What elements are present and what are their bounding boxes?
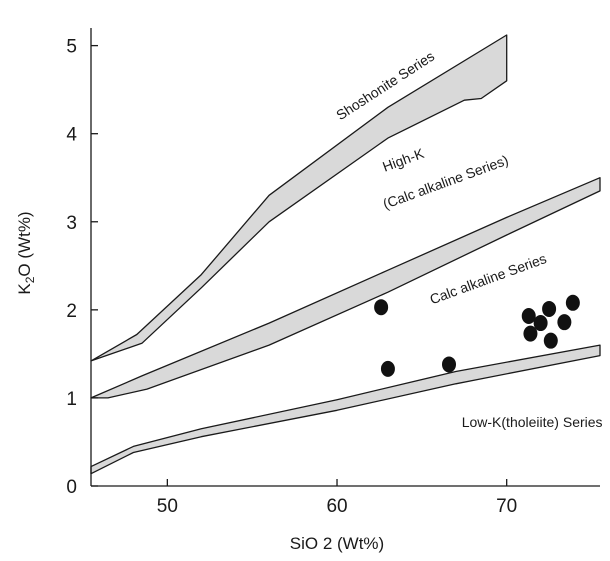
data-point — [533, 315, 548, 332]
y-axis-label: K2O (Wt%) — [15, 211, 37, 294]
data-point — [543, 332, 558, 349]
data-points — [374, 294, 580, 377]
y-tick-label: 2 — [66, 301, 77, 322]
data-point — [374, 299, 389, 316]
y-tick-label: 3 — [66, 213, 77, 234]
series-boundary-bands — [90, 34, 601, 475]
data-point — [557, 314, 572, 331]
series-label-high-k-1: High-K — [380, 145, 426, 175]
x-axis-label: SiO 2 (Wt%) — [290, 534, 384, 553]
y-tick-label: 0 — [66, 477, 77, 498]
data-point — [380, 360, 395, 377]
shoshonite-high-k-band — [90, 34, 508, 362]
y-tick-label: 1 — [66, 389, 77, 410]
y-tick-label: 5 — [66, 37, 77, 58]
x-tick-label: 50 — [157, 496, 178, 517]
high-k-calc-alkaline-band — [90, 177, 601, 399]
axes — [90, 28, 600, 487]
data-point — [565, 294, 580, 311]
data-point — [441, 356, 456, 373]
x-tick-label: 70 — [496, 496, 517, 517]
series-label-low-k: Low-K(tholeiite) Series — [462, 414, 603, 430]
y-tick-label: 4 — [66, 125, 77, 146]
x-tick-label: 60 — [326, 496, 347, 517]
data-point — [542, 300, 557, 317]
calc-alkaline-low-k-band — [90, 344, 601, 475]
data-point — [523, 325, 538, 342]
data-point — [521, 308, 536, 325]
ticks: 50 60 70 0 1 2 3 4 5 — [66, 37, 517, 517]
